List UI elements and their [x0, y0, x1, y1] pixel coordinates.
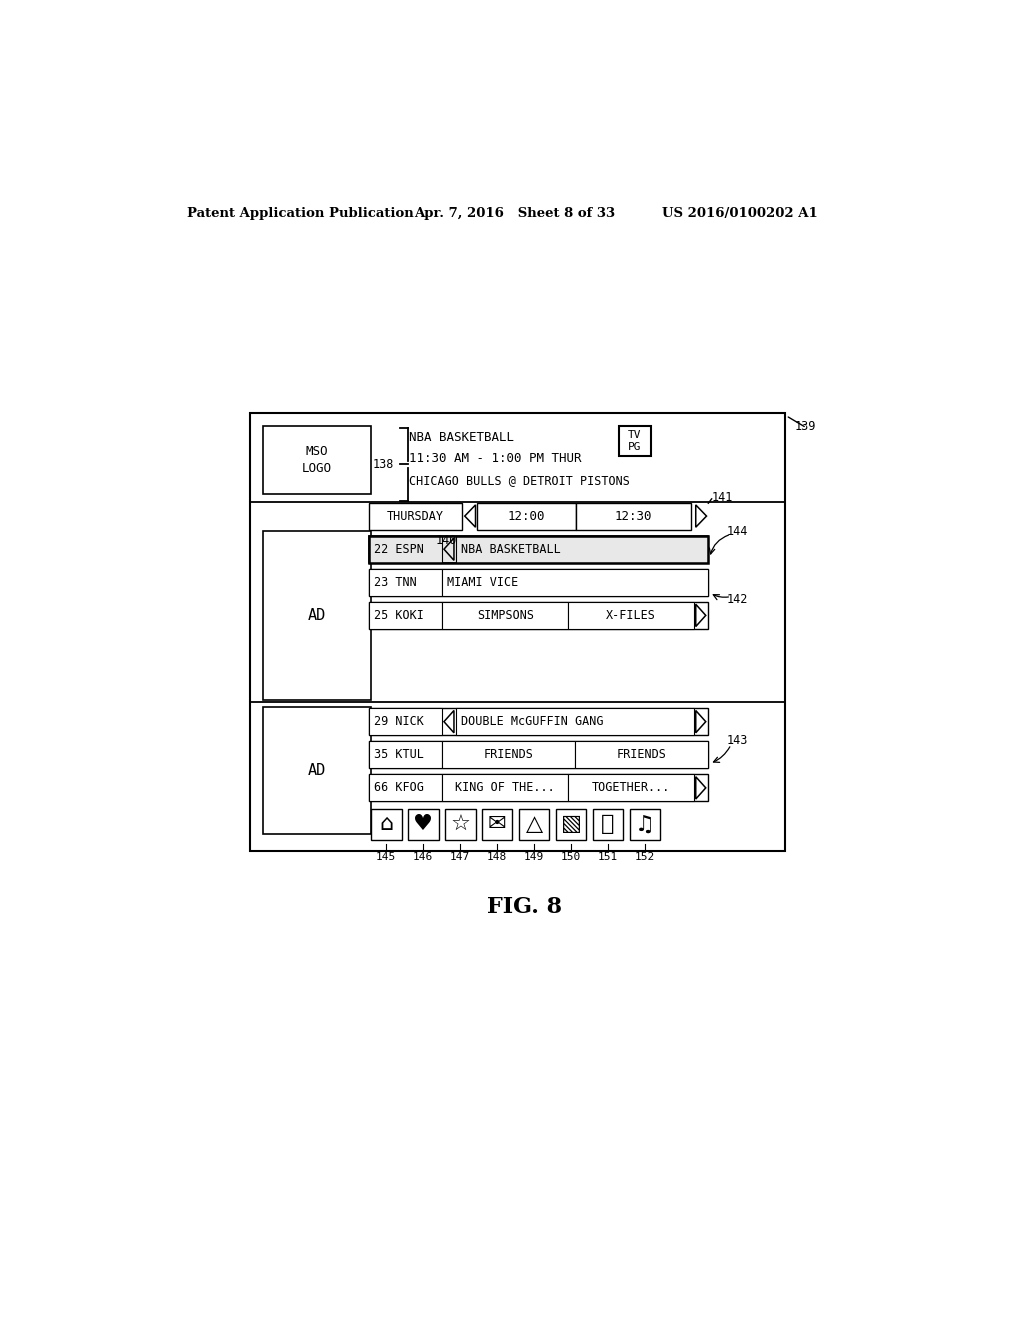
Text: 12:30: 12:30 [614, 510, 652, 523]
Bar [370, 775, 442, 801]
Bar [442, 742, 575, 768]
Bar [575, 503, 691, 529]
Bar [370, 742, 708, 768]
Text: 35 KTUL: 35 KTUL [374, 748, 424, 762]
Bar [250, 413, 785, 851]
Text: 139: 139 [795, 420, 816, 433]
Bar [370, 536, 708, 562]
Text: 12:00: 12:00 [508, 510, 545, 523]
Text: NBA BASKETBALL: NBA BASKETBALL [461, 543, 561, 556]
Bar [630, 809, 660, 840]
Bar [370, 536, 708, 562]
Bar [481, 809, 512, 840]
Text: 23 TNN: 23 TNN [374, 576, 417, 589]
Bar [457, 536, 708, 562]
Text: FRIENDS: FRIENDS [616, 748, 667, 762]
Text: 143: 143 [727, 734, 748, 747]
Bar [370, 569, 442, 595]
Text: Apr. 7, 2016   Sheet 8 of 33: Apr. 7, 2016 Sheet 8 of 33 [414, 207, 615, 220]
Bar [371, 809, 401, 840]
Text: MIAMI VICE: MIAMI VICE [447, 576, 518, 589]
Bar [477, 503, 575, 529]
Text: KING OF THE...: KING OF THE... [456, 781, 555, 795]
Bar [618, 426, 651, 455]
Bar [370, 742, 442, 768]
Bar [370, 708, 708, 735]
Text: ♥: ♥ [413, 814, 433, 834]
Bar [518, 809, 550, 840]
Text: Patent Application Publication: Patent Application Publication [186, 207, 414, 220]
Text: AD: AD [308, 763, 326, 777]
Text: X-FILES: X-FILES [606, 609, 656, 622]
Text: ♫: ♫ [635, 814, 655, 834]
Bar [370, 708, 442, 735]
Bar [442, 602, 568, 628]
Bar [593, 809, 624, 840]
Text: 150: 150 [561, 851, 582, 862]
Text: 152: 152 [635, 851, 655, 862]
Text: 66 KFOG: 66 KFOG [374, 781, 424, 795]
Text: ▧: ▧ [560, 814, 582, 834]
Bar [263, 706, 371, 834]
Text: 140: 140 [435, 533, 457, 546]
Bar [442, 775, 568, 801]
Bar [263, 531, 371, 701]
Bar [444, 809, 475, 840]
Text: NBA BASKETBALL: NBA BASKETBALL [410, 430, 514, 444]
Bar [370, 569, 708, 595]
Text: TV
PG: TV PG [628, 430, 642, 451]
Bar [263, 426, 371, 494]
Bar [568, 775, 694, 801]
Text: 138: 138 [373, 458, 394, 471]
Text: 147: 147 [450, 851, 470, 862]
Text: 151: 151 [598, 851, 618, 862]
Bar [408, 809, 438, 840]
Text: 22 ESPN: 22 ESPN [374, 543, 424, 556]
Bar [568, 602, 694, 628]
Text: 25 KOKI: 25 KOKI [374, 609, 424, 622]
Bar [457, 708, 694, 735]
Text: US 2016/0100202 A1: US 2016/0100202 A1 [662, 207, 817, 220]
Text: 145: 145 [376, 851, 396, 862]
Bar [442, 569, 708, 595]
Text: △: △ [525, 814, 543, 834]
Text: 148: 148 [487, 851, 507, 862]
Text: DOUBLE McGUFFIN GANG: DOUBLE McGUFFIN GANG [461, 715, 603, 729]
Text: AD: AD [308, 609, 326, 623]
Text: THURSDAY: THURSDAY [387, 510, 444, 523]
Text: 149: 149 [524, 851, 544, 862]
Bar [370, 536, 442, 562]
Text: 11:30 AM - 1:00 PM THUR: 11:30 AM - 1:00 PM THUR [410, 453, 582, 465]
Bar [556, 809, 587, 840]
Text: MSO
LOGO: MSO LOGO [302, 445, 332, 475]
Text: ⌂: ⌂ [379, 814, 393, 834]
Text: 142: 142 [727, 593, 748, 606]
Bar [370, 503, 462, 529]
Bar [370, 602, 442, 628]
Text: SIMPSONS: SIMPSONS [477, 609, 534, 622]
Text: 141: 141 [712, 491, 733, 504]
Text: FRIENDS: FRIENDS [484, 748, 534, 762]
Text: 146: 146 [413, 851, 433, 862]
Text: ✉: ✉ [487, 814, 507, 834]
Text: ☆: ☆ [451, 814, 470, 834]
Text: 144: 144 [727, 525, 748, 539]
Text: ⌕: ⌕ [601, 814, 614, 834]
Bar [370, 602, 708, 628]
Text: FIG. 8: FIG. 8 [487, 896, 562, 917]
Bar [575, 742, 708, 768]
Text: 29 NICK: 29 NICK [374, 715, 424, 729]
Bar [370, 775, 708, 801]
Text: TOGETHER...: TOGETHER... [592, 781, 671, 795]
Text: CHICAGO BULLS @ DETROIT PISTONS: CHICAGO BULLS @ DETROIT PISTONS [410, 474, 630, 487]
